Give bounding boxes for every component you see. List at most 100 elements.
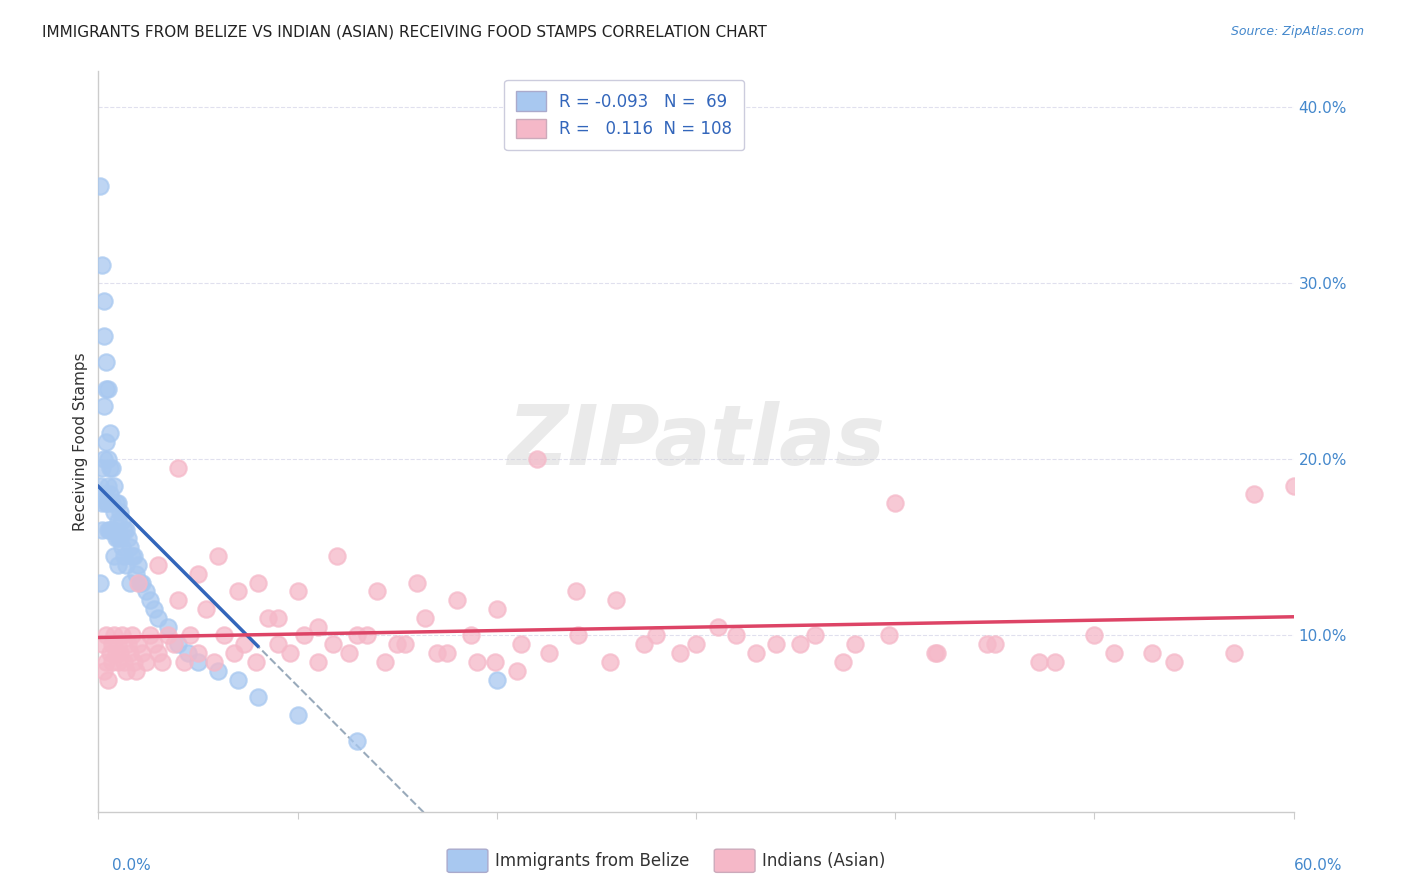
Point	[93, 664, 115, 678]
Point	[413, 611, 436, 625]
Text: Source: ZipAtlas.com: Source: ZipAtlas.com	[1230, 25, 1364, 38]
Point	[167, 637, 190, 651]
Point	[366, 584, 388, 599]
Point	[110, 532, 132, 546]
Point	[127, 575, 149, 590]
Point	[339, 646, 361, 660]
Point	[789, 637, 811, 651]
Point	[107, 514, 129, 528]
Point	[167, 593, 190, 607]
Point	[139, 593, 162, 607]
Point	[246, 690, 269, 705]
Point	[110, 646, 132, 660]
Point	[115, 664, 138, 678]
Point	[179, 628, 201, 642]
Point	[346, 628, 368, 642]
Point	[96, 496, 118, 510]
Y-axis label: Receiving Food Stamps: Receiving Food Stamps	[73, 352, 89, 531]
Point	[599, 655, 621, 669]
Point	[97, 452, 120, 467]
Point	[374, 655, 396, 669]
Point	[98, 487, 122, 501]
Point	[129, 575, 152, 590]
Text: 60.0%: 60.0%	[1295, 858, 1343, 873]
Point	[96, 655, 118, 669]
Point	[177, 646, 200, 660]
Point	[96, 355, 118, 369]
Point	[537, 646, 560, 660]
Point	[110, 505, 132, 519]
Point	[107, 558, 129, 572]
Point	[93, 293, 115, 308]
Point	[406, 575, 429, 590]
Point	[107, 655, 129, 669]
Point	[226, 584, 249, 599]
Point	[97, 523, 120, 537]
Point	[135, 584, 157, 599]
Point	[884, 496, 907, 510]
Point	[1243, 487, 1265, 501]
Point	[187, 655, 209, 669]
Point	[292, 628, 315, 642]
Point	[567, 628, 589, 642]
Point	[120, 646, 142, 660]
Point	[91, 637, 114, 651]
Point	[98, 425, 122, 440]
Point	[103, 549, 125, 563]
Point	[506, 664, 529, 678]
Point	[121, 549, 143, 563]
Point	[89, 478, 111, 492]
Point	[256, 611, 278, 625]
Point	[105, 532, 128, 546]
Point	[207, 549, 229, 563]
Point	[724, 628, 747, 642]
Point	[93, 399, 115, 413]
Point	[356, 628, 378, 642]
Point	[1043, 655, 1066, 669]
Point	[101, 461, 124, 475]
Point	[96, 434, 118, 449]
Point	[924, 646, 946, 660]
Point	[148, 646, 170, 660]
Point	[143, 602, 166, 616]
Point	[105, 646, 128, 660]
Point	[484, 655, 506, 669]
Point	[103, 478, 125, 492]
Text: IMMIGRANTS FROM BELIZE VS INDIAN (ASIAN) RECEIVING FOOD STAMPS CORRELATION CHART: IMMIGRANTS FROM BELIZE VS INDIAN (ASIAN)…	[42, 25, 768, 40]
Point	[101, 655, 124, 669]
Point	[107, 637, 129, 651]
Point	[107, 532, 129, 546]
Point	[436, 646, 458, 660]
Point	[346, 734, 368, 748]
Point	[103, 628, 125, 642]
Point	[385, 637, 409, 651]
Point	[111, 628, 134, 642]
Point	[93, 452, 115, 467]
Point	[112, 655, 135, 669]
Point	[633, 637, 655, 651]
Point	[93, 487, 115, 501]
Point	[1028, 655, 1050, 669]
Point	[111, 514, 134, 528]
Point	[107, 496, 129, 510]
Point	[121, 628, 143, 642]
Point	[173, 655, 195, 669]
Point	[287, 707, 309, 722]
Point	[98, 461, 122, 475]
Point	[91, 258, 114, 272]
Point	[93, 328, 115, 343]
Point	[97, 673, 120, 687]
Point	[91, 496, 114, 510]
Point	[707, 619, 730, 633]
Point	[127, 637, 149, 651]
Point	[465, 655, 488, 669]
Point	[877, 628, 900, 642]
Point	[1140, 646, 1163, 660]
Point	[1223, 646, 1246, 660]
Point	[101, 496, 124, 510]
Point	[112, 549, 135, 563]
Legend: R = -0.093   N =  69, R =   0.116  N = 108: R = -0.093 N = 69, R = 0.116 N = 108	[505, 79, 744, 150]
Point	[96, 382, 118, 396]
Point	[143, 637, 166, 651]
Point	[278, 646, 301, 660]
